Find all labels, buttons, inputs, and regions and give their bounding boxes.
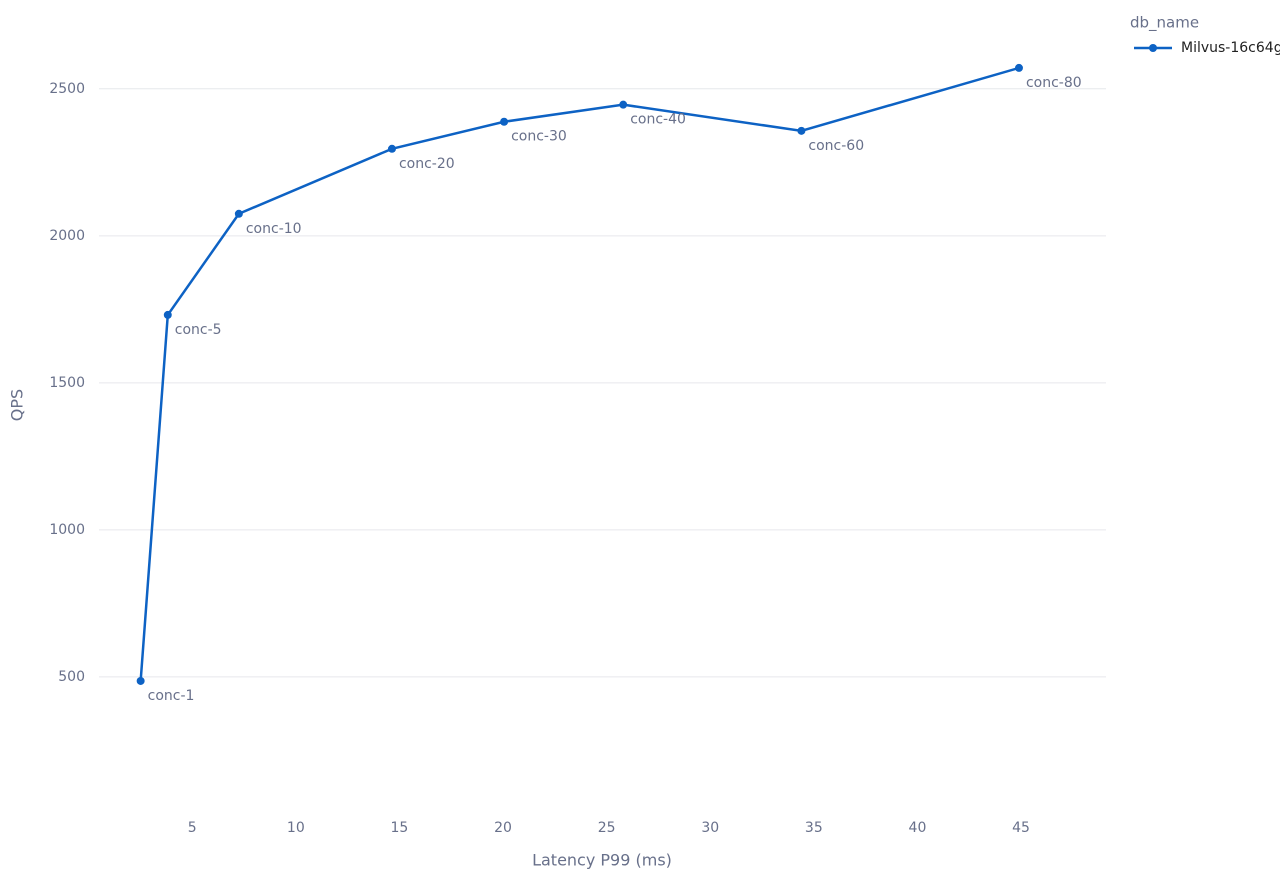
point-label: conc-10: [246, 221, 302, 237]
point-label: conc-5: [175, 322, 222, 338]
x-axis-title: Latency P99 (ms): [532, 851, 672, 870]
point-label: conc-60: [808, 138, 864, 154]
point-label: conc-80: [1026, 75, 1082, 91]
y-tick-label: 500: [58, 669, 85, 685]
data-point: [387, 144, 396, 153]
x-tick-label: 30: [701, 820, 719, 836]
y-tick-label: 1000: [49, 522, 85, 538]
data-point: [619, 100, 628, 109]
x-tick-label: 20: [494, 820, 512, 836]
series-line: [139, 66, 1020, 682]
data-point: [234, 209, 243, 218]
legend-title: db_name: [1130, 14, 1199, 33]
x-tick-label: 10: [287, 820, 305, 836]
data-point: [1014, 63, 1023, 72]
y-axis-title: QPS: [8, 389, 27, 421]
legend-label: Milvus-16c64g: [1181, 40, 1280, 56]
x-tick-label: 35: [805, 820, 823, 836]
x-tick-label: 25: [598, 820, 616, 836]
legend-marker: [1149, 44, 1157, 52]
data-point: [500, 117, 509, 126]
x-tick-label: 45: [1012, 820, 1030, 836]
point-label: conc-30: [511, 129, 567, 145]
x-tick-label: 5: [188, 820, 197, 836]
y-tick-label: 2000: [49, 228, 85, 244]
y-tick-label: 2500: [49, 81, 85, 97]
data-point: [797, 126, 806, 135]
point-label: conc-20: [399, 156, 455, 172]
point-label: conc-40: [630, 112, 686, 128]
x-tick-label: 40: [909, 820, 927, 836]
data-point: [136, 676, 145, 685]
data-point: [163, 310, 172, 319]
x-tick-label: 15: [391, 820, 409, 836]
point-label: conc-1: [148, 688, 195, 704]
y-tick-label: 1500: [49, 375, 85, 391]
